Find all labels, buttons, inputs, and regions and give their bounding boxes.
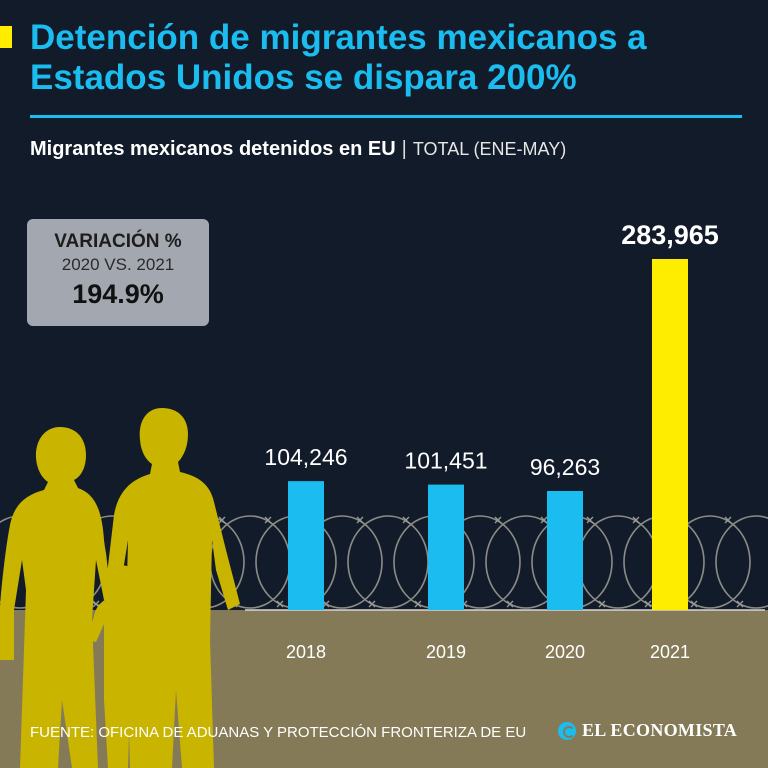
- wire-barb: [644, 600, 652, 608]
- subtitle-main: Migrantes mexicanos detenidos en EU: [30, 138, 396, 160]
- wire-barb: [264, 516, 272, 524]
- wire-barb: [586, 516, 594, 524]
- wire-coil: [347, 515, 429, 609]
- wire-barb: [506, 600, 514, 608]
- value-label-2020: 96,263: [530, 454, 600, 480]
- value-label-2021: 283,965: [621, 220, 719, 250]
- variation-box: VARIACIÓN % 2020 VS. 2021 194.9%: [27, 219, 209, 326]
- wire-barb: [356, 516, 364, 524]
- wire-barb: [414, 600, 422, 608]
- headline: Detención de migrantes mexicanos a Estad…: [30, 18, 647, 97]
- tick-label-2019: 2019: [426, 642, 466, 662]
- wire-barb: [736, 600, 744, 608]
- wire-barb: [276, 600, 284, 608]
- tick-label-2018: 2018: [286, 642, 326, 662]
- wire-barb: [598, 600, 606, 608]
- woman-figure-icon: [0, 427, 112, 768]
- brand-mark-icon: [558, 721, 576, 740]
- wire-barb: [368, 600, 376, 608]
- source-note: FUENTE: OFICINA DE ADUANAS Y PROTECCIÓN …: [30, 724, 527, 741]
- family-silhouette-illustration: [0, 408, 240, 768]
- tick-label-2021: 2021: [650, 642, 690, 662]
- subtitle-qualifier: TOTAL (ENE-MAY): [412, 139, 567, 159]
- wire-barb: [218, 516, 226, 524]
- chart-subtitle: Migrantes mexicanos detenidos en EU | TOTA…: [30, 138, 566, 161]
- value-label-2018: 104,246: [264, 444, 347, 470]
- bar-2020: [547, 491, 583, 610]
- wire-coil: [715, 515, 768, 609]
- variation-label: VARIACIÓN %: [54, 231, 182, 252]
- title-rule: [30, 115, 742, 118]
- value-label-2019: 101,451: [404, 448, 487, 474]
- wire-barb: [690, 600, 698, 608]
- wire-barb: [632, 516, 640, 524]
- variation-value: 194.9%: [72, 279, 164, 309]
- brand-name: EL ECONOMISTA: [582, 720, 738, 740]
- bar-2018: [288, 481, 324, 610]
- child-figure-icon: [86, 565, 170, 768]
- subtitle-separator: |: [401, 138, 407, 160]
- tick-labels-group: 2018 2019 2020 2021: [286, 642, 690, 662]
- bars-group: [288, 259, 688, 610]
- wire-barb: [724, 516, 732, 524]
- tick-label-2020: 2020: [545, 642, 585, 662]
- bar-2019: [428, 484, 464, 610]
- wire-barb: [402, 516, 410, 524]
- wire-barb: [494, 516, 502, 524]
- wire-barb: [92, 600, 100, 608]
- wire-barb: [540, 516, 548, 524]
- title-accent-mark: [0, 26, 12, 48]
- wire-coil: [577, 515, 659, 609]
- brand-logo: EL ECONOMISTA: [558, 720, 737, 741]
- bar-2021: [652, 259, 688, 610]
- variation-period: 2020 VS. 2021: [61, 255, 175, 274]
- value-labels-group: 104,246 101,451 96,263 283,965: [264, 220, 718, 480]
